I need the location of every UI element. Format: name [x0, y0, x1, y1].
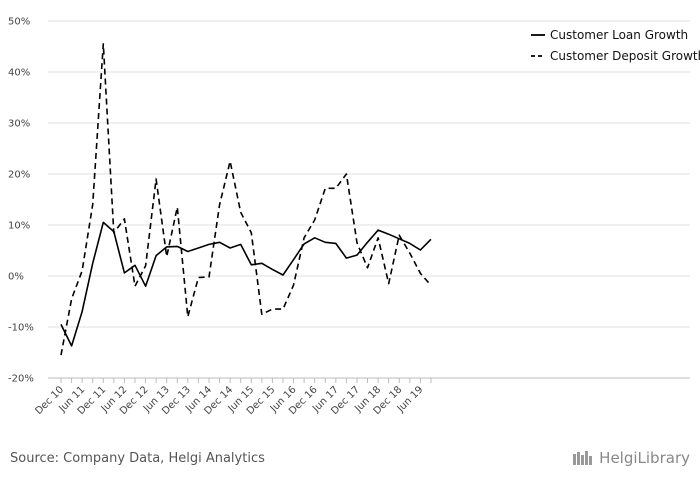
legend-label: Customer Loan Growth: [550, 28, 688, 42]
y-tick-label: -20%: [8, 374, 34, 385]
y-tick-label: -10%: [8, 323, 34, 334]
gridlines: [48, 20, 690, 379]
library-icon: [573, 451, 593, 465]
deposit-growth-line: [60, 43, 432, 356]
logo-text: HelgiLibrary: [599, 449, 690, 467]
legend-label: Customer Deposit Growth: [550, 49, 700, 63]
y-tick-label: 50%: [8, 17, 30, 28]
y-tick-label: 0%: [8, 272, 24, 283]
legend: Customer Loan Growth Customer Deposit Gro…: [531, 28, 700, 63]
source-note: Source: Company Data, Helgi Analytics: [10, 451, 265, 466]
y-tick-label: 20%: [8, 170, 30, 181]
helgi-library-logo: HelgiLibrary: [572, 449, 690, 467]
x-tick-label: Dec 10: [33, 384, 66, 417]
y-tick-label: 30%: [8, 119, 30, 130]
series-lines: [60, 43, 432, 356]
loan-growth-line: [60, 221, 432, 347]
y-tick-label: 40%: [8, 68, 30, 79]
y-axis-ticks: -20% -10% 0% 10% 20% 30% 40% 50%: [8, 17, 34, 385]
y-tick-label: 10%: [8, 221, 30, 232]
